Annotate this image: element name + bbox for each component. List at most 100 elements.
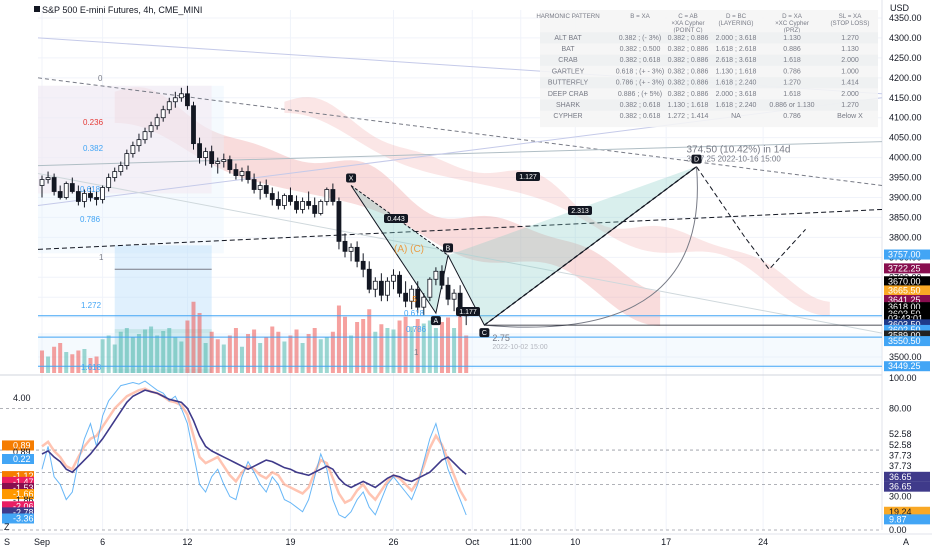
harmonic-path — [350, 166, 697, 326]
volume-bar — [391, 329, 396, 373]
volume-bar — [221, 344, 226, 373]
currency-label: USD — [890, 3, 910, 13]
volume-bar — [197, 313, 202, 373]
table-cell: 1.130 — [841, 46, 859, 53]
candle-body — [142, 131, 148, 141]
osc-tick-label: 52.58 — [889, 429, 912, 439]
price-tag — [884, 302, 930, 313]
table-header: D = XA — [782, 13, 803, 20]
osc-tick-label: 80.00 — [889, 403, 912, 413]
table-header: (LAYERING) — [719, 20, 754, 27]
candle-body — [106, 177, 112, 188]
table-cell: 0.382 ; 0.618 — [620, 102, 661, 109]
candle-body — [69, 183, 75, 192]
scale-button[interactable]: S — [4, 537, 10, 547]
table-cell: 2.000 — [841, 91, 859, 98]
pattern-point-a[interactable]: A — [430, 316, 441, 326]
candle-body — [354, 246, 360, 262]
candle-body — [63, 183, 69, 198]
osc-left-tag — [2, 513, 34, 524]
table-cell: 1.414 — [841, 80, 859, 87]
price-tag — [884, 263, 930, 274]
volume-bar — [40, 350, 44, 373]
volume-bar — [276, 331, 281, 373]
candle-body — [203, 151, 209, 158]
pattern-point-x[interactable]: X — [346, 173, 357, 183]
candle-body — [172, 97, 178, 103]
trend-line — [37, 77, 883, 187]
mid-fib-0618: 0.618 — [404, 309, 425, 318]
table-cell: DEEP CRAB — [548, 91, 589, 98]
volume-bar — [282, 341, 287, 373]
volume-bar — [373, 331, 378, 373]
mid-fib-05: .5 — [410, 295, 417, 304]
candle-body — [197, 143, 202, 158]
candle-body — [300, 201, 305, 210]
osc-tick-label: 19.24 — [889, 507, 912, 517]
volume-bar — [94, 356, 99, 373]
candle-body — [366, 268, 372, 290]
volume-bar — [227, 335, 232, 373]
table-cell: GARTLEY — [552, 68, 585, 75]
harmonic-pattern[interactable] — [114, 166, 882, 328]
table-row — [540, 99, 878, 111]
harmonic-triangle — [448, 166, 697, 326]
osc-tick-label: 9.87 — [889, 514, 907, 524]
candle-body — [294, 201, 299, 210]
auto-scale-button[interactable]: A — [903, 537, 909, 547]
time-tick-label: 11:00 — [510, 537, 532, 547]
candle-body — [263, 185, 269, 194]
osc-left-label: -1.47 — [13, 477, 34, 487]
volume-bar — [143, 329, 148, 373]
osc-tick-label: 37.73 — [889, 461, 912, 471]
harmonic-triangle — [351, 185, 449, 314]
mid-fib-1: 1 — [414, 348, 419, 357]
candle-body — [275, 199, 281, 206]
price-tag-label: 3449.25 — [888, 361, 921, 371]
zoom-button[interactable]: Z — [4, 522, 10, 532]
price-tag — [884, 295, 930, 306]
table-cell: ALT BAT — [554, 35, 582, 42]
candle-body — [100, 187, 105, 200]
volume-bar — [64, 352, 69, 373]
pattern-point-c[interactable]: C — [479, 328, 490, 338]
table-cell: 0.786 — [783, 68, 801, 75]
table-cell: 1.272 ; 1.414 — [668, 113, 709, 120]
pattern-point-b[interactable]: B — [443, 243, 454, 253]
candle-body — [403, 292, 409, 302]
table-cell: 0.786 — [783, 113, 801, 120]
candle-body — [391, 274, 396, 282]
table-row — [540, 32, 878, 44]
table-cell: BUTTERFLY — [548, 80, 589, 87]
price-tag-label: 03:43:01 — [888, 314, 923, 324]
svg-text:1.127: 1.127 — [519, 174, 537, 181]
volume-bar — [355, 322, 360, 373]
osc-left-tag — [2, 476, 34, 487]
candle-body — [130, 145, 136, 155]
candle-body — [336, 201, 342, 242]
time-axis[interactable]: Sep 6 12 19 26 Oct 11:00 10 17 24 — [0, 533, 932, 547]
table-cell: 2.618 ; 3.618 — [716, 57, 757, 64]
table-cell: 0.618 ; (+ - 3%) — [616, 68, 664, 75]
candlesticks[interactable] — [39, 85, 469, 326]
table-cell: 1.618 ; 2.240 — [716, 102, 757, 109]
table-cell: 1.618 — [783, 91, 801, 98]
volume-bar — [300, 343, 305, 373]
candle-body — [239, 171, 245, 176]
price-tick-label: 4100.00 — [889, 113, 922, 123]
price-tick-label: 3950.00 — [889, 173, 922, 183]
fib-level-0: 0 — [98, 74, 103, 83]
table-header: SL = XA — [839, 13, 863, 20]
candle-body — [281, 195, 287, 206]
osc-main-line — [41, 389, 467, 489]
volume-bar — [88, 358, 93, 373]
pattern-point-d[interactable]: D — [691, 154, 702, 164]
oscillator-axis[interactable]: 100.0080.0052.5852.5837.7337.7336.6536.6… — [884, 373, 930, 535]
price-tick-label: 4050.00 — [889, 133, 922, 143]
volume-bar — [379, 324, 384, 373]
volume-bar — [215, 339, 220, 373]
table-cell: CRAB — [558, 57, 578, 64]
candle-body — [39, 179, 45, 186]
table-cell: 0.382 ; 0.886 — [668, 46, 709, 53]
